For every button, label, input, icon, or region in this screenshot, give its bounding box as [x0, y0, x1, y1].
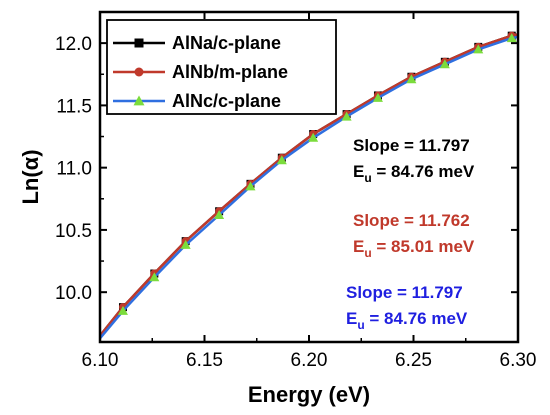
eu-value: = 84.76 meV	[372, 162, 475, 181]
data-point	[372, 92, 383, 102]
data-point	[473, 44, 484, 54]
annotation-eu: Eu = 85.01 meV	[353, 237, 475, 260]
ticks-layer: 6.10 6.15 6.20 6.25 6.30 10.0 10.5 11.0 11.5 12.0	[55, 12, 536, 371]
legend: AlNa/c-plane AlNb/m-plane AlNc/c-plane	[106, 19, 337, 115]
x-axis-title: Energy (eV)	[248, 382, 370, 407]
eu-value: = 85.01 meV	[372, 237, 475, 256]
data-point	[406, 74, 417, 84]
annotation-slope: Slope = 11.762	[353, 211, 470, 230]
eu-symbol: E	[353, 237, 364, 256]
y-tick-label: 11.0	[56, 159, 92, 180]
x-tick-label: 6.15	[186, 350, 223, 371]
data-point	[134, 38, 144, 48]
y-tick-label: 10.5	[55, 221, 92, 242]
data-point	[341, 111, 352, 121]
data-point	[180, 239, 191, 249]
data-point	[214, 209, 225, 219]
data-point	[245, 181, 256, 191]
data-point	[439, 59, 450, 69]
eu-symbol: E	[346, 309, 357, 328]
data-point	[149, 272, 160, 282]
legend-box	[106, 19, 337, 115]
x-tick-label: 6.10	[82, 350, 119, 371]
eu-subscript: u	[357, 318, 364, 332]
x-tick-label: 6.20	[291, 350, 328, 371]
data-point	[506, 33, 517, 43]
annotation-eu: Eu = 84.76 meV	[346, 309, 468, 332]
y-tick-label: 12.0	[55, 34, 92, 55]
data-point	[117, 305, 128, 315]
annotation-slope: Slope = 11.797	[353, 136, 470, 155]
series-triangle	[100, 33, 518, 340]
series-layer	[100, 31, 518, 340]
y-axis-title: Ln(α)	[18, 149, 43, 204]
data-point	[134, 67, 144, 77]
legend-label: AlNc/c-plane	[172, 91, 281, 111]
x-tick-label: 6.25	[395, 350, 432, 371]
legend-label: AlNa/c-plane	[172, 33, 281, 53]
eu-subscript: u	[364, 246, 371, 260]
y-tick-label: 10.0	[55, 283, 92, 304]
legend-items: AlNa/c-plane AlNb/m-plane AlNc/c-plane	[113, 33, 288, 111]
annotation-eu: Eu = 84.76 meV	[353, 162, 475, 185]
eu-value: = 84.76 meV	[365, 309, 468, 328]
annotations: Slope = 11.797 Eu = 84.76 meV Slope = 11.7…	[346, 136, 475, 332]
data-point	[276, 155, 287, 165]
y-tick-label: 11.5	[56, 96, 92, 117]
x-tick-label: 6.30	[500, 350, 537, 371]
data-point	[133, 95, 145, 106]
annotation-slope: Slope = 11.797	[346, 283, 463, 302]
data-point	[308, 132, 319, 142]
legend-label: AlNb/m-plane	[172, 62, 288, 82]
eu-subscript: u	[364, 171, 371, 185]
eu-symbol: E	[353, 162, 364, 181]
